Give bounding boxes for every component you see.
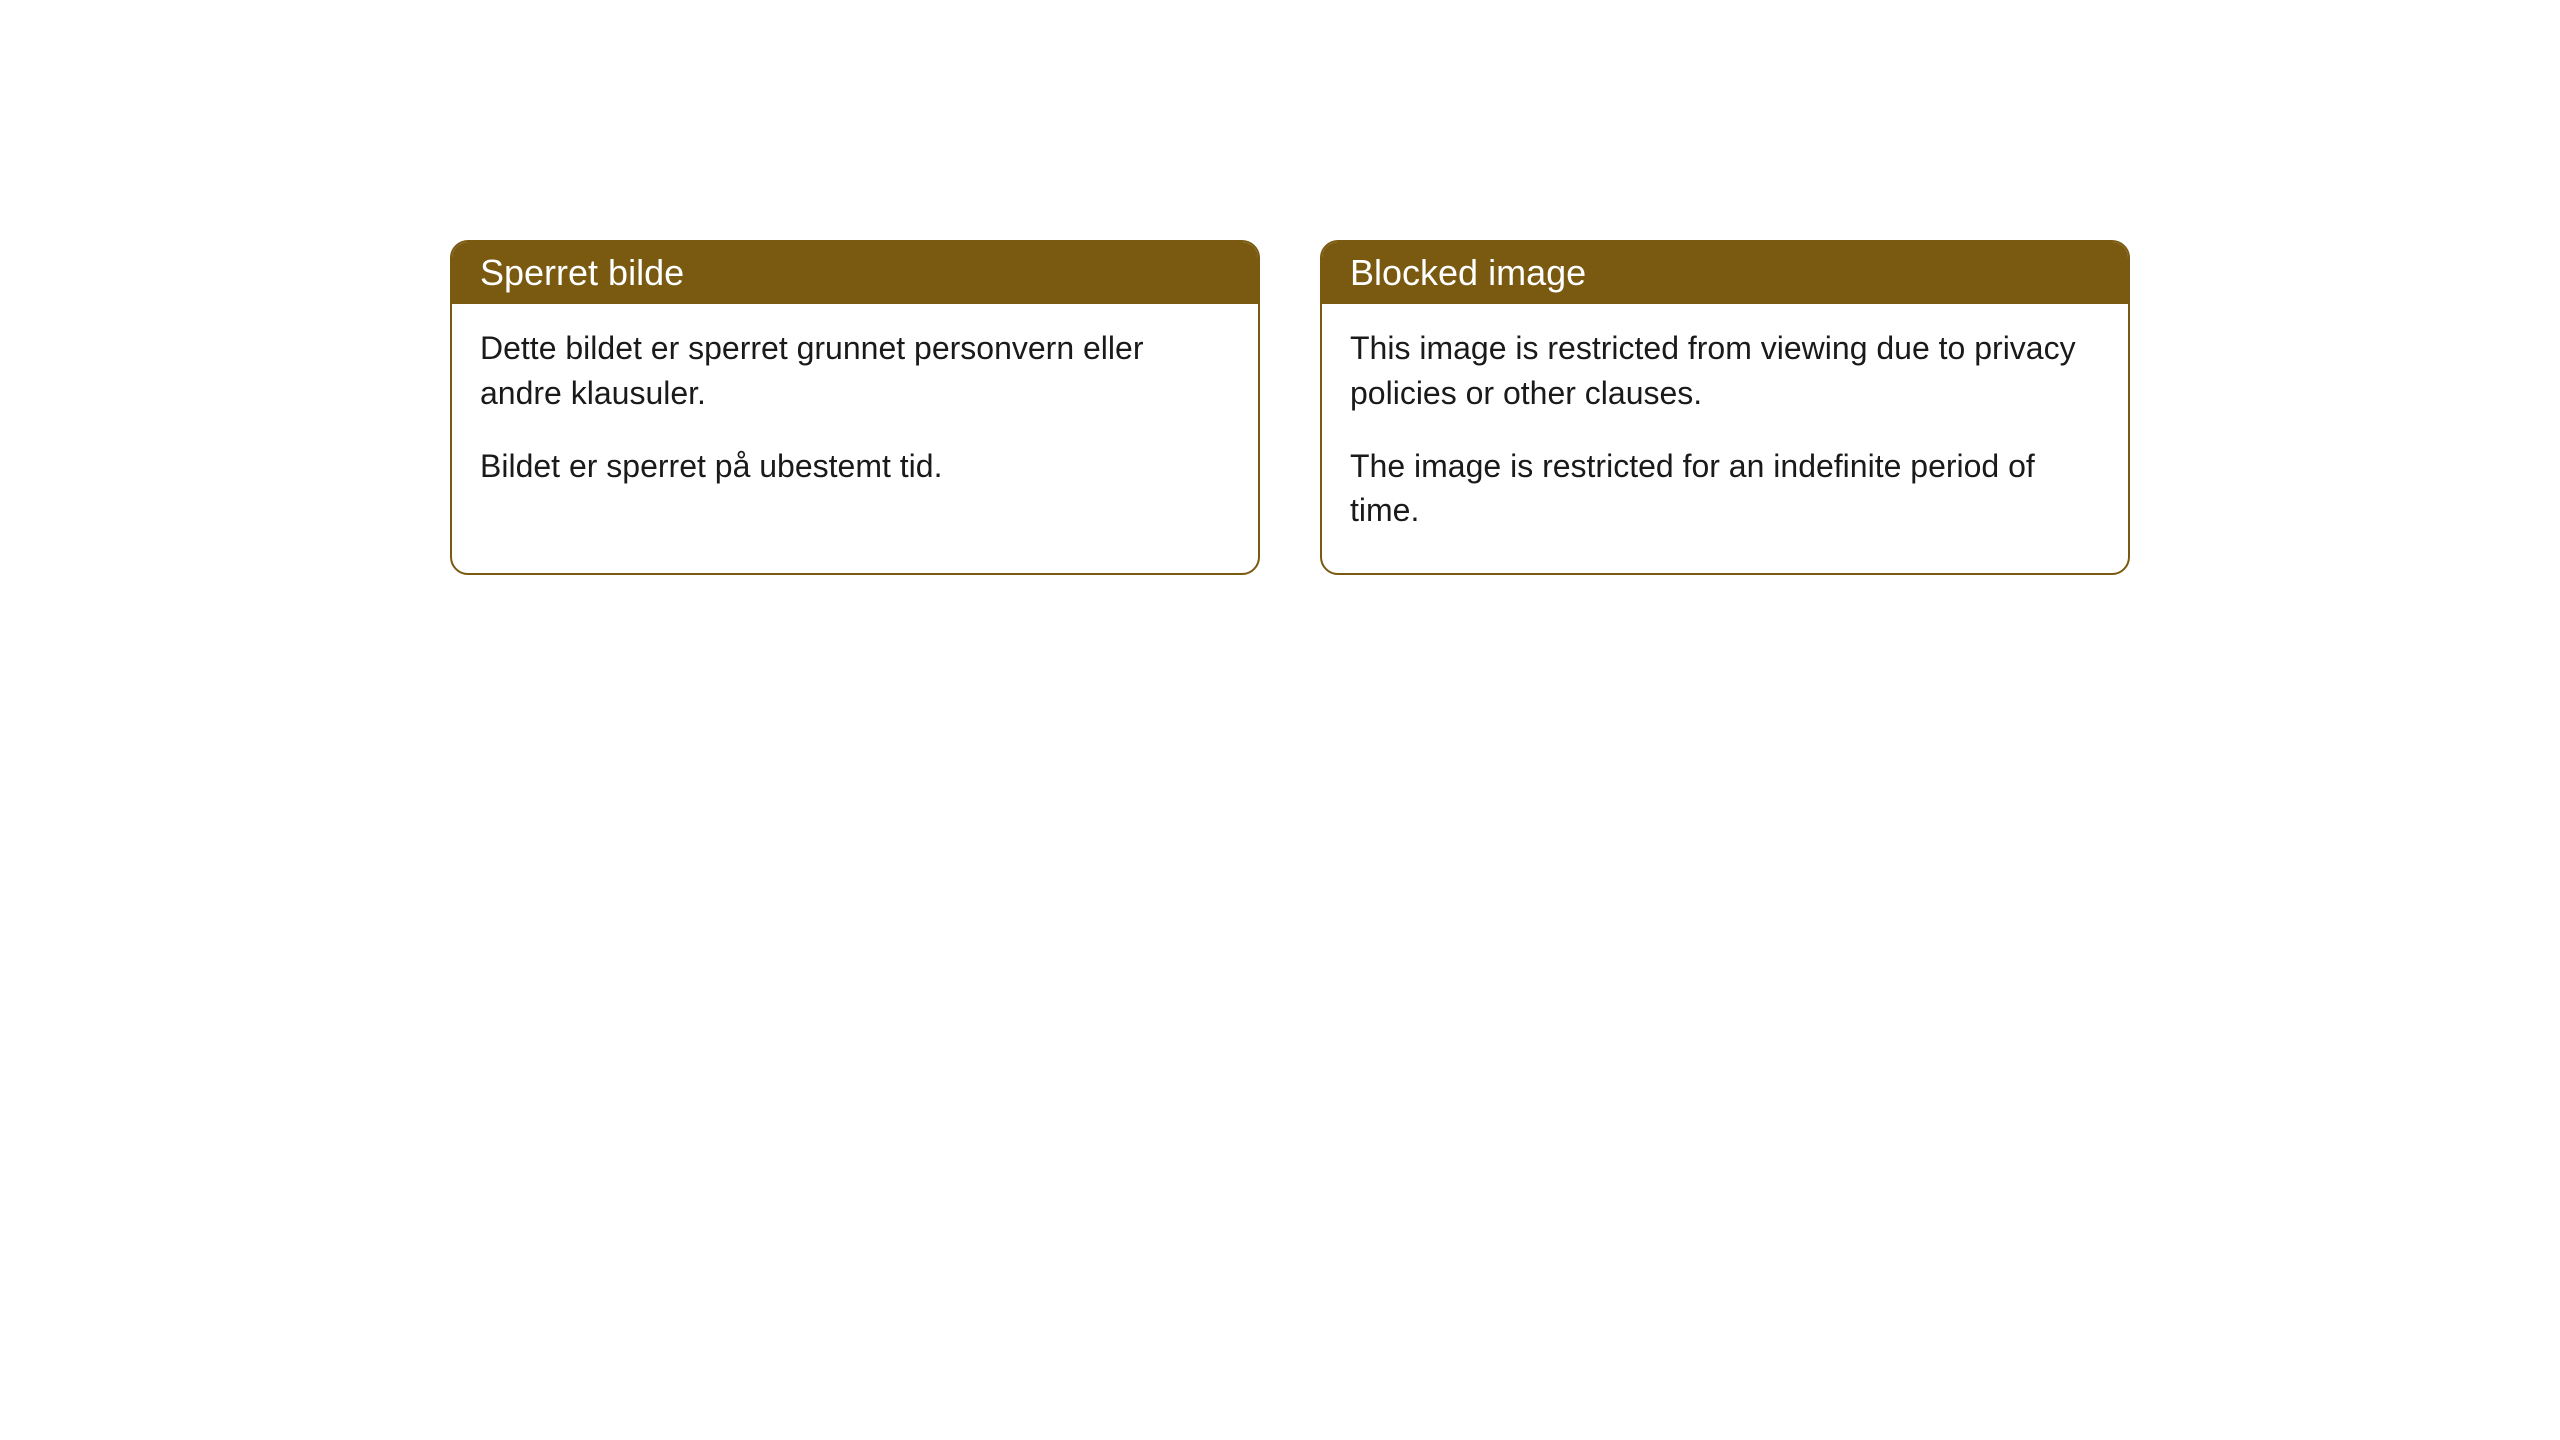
notice-text: Dette bildet er sperret grunnet personve… (480, 326, 1230, 416)
notice-text: The image is restricted for an indefinit… (1350, 444, 2100, 534)
notice-card-norwegian: Sperret bilde Dette bildet er sperret gr… (450, 240, 1260, 575)
notice-text: Bildet er sperret på ubestemt tid. (480, 444, 1230, 489)
notice-body-english: This image is restricted from viewing du… (1322, 304, 2128, 573)
notice-card-english: Blocked image This image is restricted f… (1320, 240, 2130, 575)
notice-text: This image is restricted from viewing du… (1350, 326, 2100, 416)
notice-header-english: Blocked image (1322, 242, 2128, 304)
notice-header-norwegian: Sperret bilde (452, 242, 1258, 304)
notice-body-norwegian: Dette bildet er sperret grunnet personve… (452, 304, 1258, 528)
notice-container: Sperret bilde Dette bildet er sperret gr… (0, 0, 2560, 575)
